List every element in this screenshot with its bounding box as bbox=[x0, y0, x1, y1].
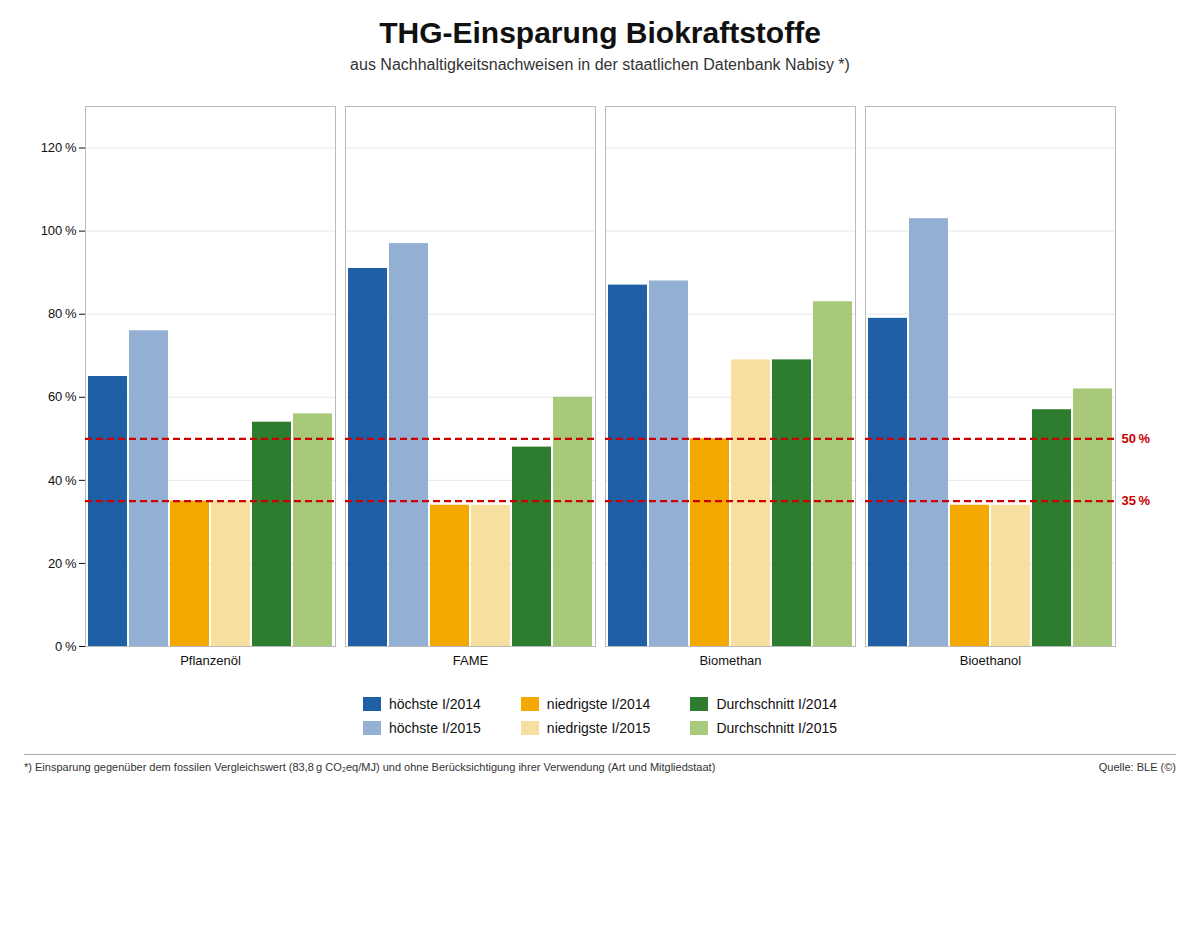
svg-text:20 %: 20 % bbox=[48, 556, 77, 571]
svg-text:Pflanzenöl: Pflanzenöl bbox=[180, 653, 241, 668]
html-text:THG-Einsparung Biokraftstoffe: THG-Einsparung Biokraftstoffe bbox=[379, 16, 821, 49]
svg-text:80 %: 80 % bbox=[48, 306, 77, 321]
svg-text:50 %: 50 % bbox=[1122, 431, 1151, 446]
svg-text:35 %: 35 % bbox=[1122, 493, 1151, 508]
svg-text:120 %: 120 % bbox=[41, 140, 77, 155]
html-text:Durchschnitt I/2015: Durchschnitt I/2015 bbox=[716, 720, 837, 736]
html-text:Quelle: BLE (©): Quelle: BLE (©) bbox=[1098, 761, 1176, 773]
html-text:niedrigste I/2014: niedrigste I/2014 bbox=[546, 696, 651, 712]
svg-text:Biomethan: Biomethan bbox=[699, 653, 761, 668]
svg-text:100 %: 100 % bbox=[41, 223, 77, 238]
svg-text:60 %: 60 % bbox=[48, 389, 77, 404]
html-text:Durchschnitt I/2014: Durchschnitt I/2014 bbox=[716, 696, 837, 712]
svg-text:0 %: 0 % bbox=[55, 639, 77, 654]
svg-text:FAME: FAME bbox=[453, 653, 489, 668]
html-text:höchste I/2015: höchste I/2015 bbox=[389, 720, 481, 736]
svg-text:40 %: 40 % bbox=[48, 473, 77, 488]
html-text:niedrigste I/2015: niedrigste I/2015 bbox=[546, 720, 651, 736]
html-text:*) Einsparung gegenüber dem fo: *) Einsparung gegenüber dem fossilen Ver… bbox=[24, 761, 716, 773]
html-text:aus Nachhaltigkeitsnachweisen: aus Nachhaltigkeitsnachweisen in der sta… bbox=[350, 56, 850, 73]
html-text:höchste I/2014: höchste I/2014 bbox=[389, 696, 481, 712]
svg-text:Bioethanol: Bioethanol bbox=[960, 653, 1022, 668]
